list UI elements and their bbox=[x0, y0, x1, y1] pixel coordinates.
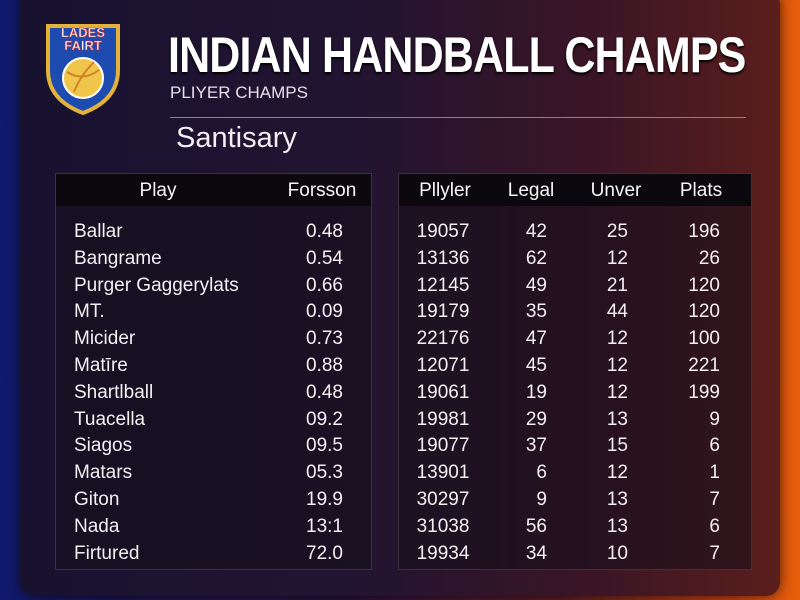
table-cell: Nada bbox=[74, 515, 120, 537]
table-cell: 19061 bbox=[416, 381, 470, 403]
table-cell: 72.0 bbox=[306, 542, 343, 564]
table-cell: 19057 bbox=[416, 221, 470, 242]
table-cell: 34 bbox=[525, 542, 547, 564]
table-cell: 12 bbox=[606, 247, 628, 269]
logo-ball-lines bbox=[66, 61, 100, 93]
table-cell: Matīre bbox=[74, 355, 128, 376]
table-cell: 7 bbox=[709, 542, 720, 564]
divider bbox=[170, 117, 746, 118]
table-header bbox=[399, 174, 751, 206]
column-header: Forsson bbox=[287, 180, 357, 201]
table-cell: 56 bbox=[525, 515, 547, 537]
table-cell: 09.5 bbox=[306, 435, 343, 457]
table-cell: 221 bbox=[688, 355, 720, 376]
table-cell: 30297 bbox=[416, 489, 470, 510]
table-cell: 19981 bbox=[416, 408, 470, 430]
table-cell: 25 bbox=[606, 221, 628, 242]
column-header: Pllyler bbox=[419, 180, 471, 201]
table-cell: 9 bbox=[709, 408, 720, 430]
table-cell: 37 bbox=[525, 435, 547, 457]
table-cell: 1 bbox=[709, 462, 720, 484]
table-cell: Firtured bbox=[74, 542, 140, 564]
table-cell: 13 bbox=[606, 515, 628, 537]
table-cell: 120 bbox=[688, 301, 720, 323]
table-cell: 12 bbox=[606, 355, 628, 376]
table-cell: 12 bbox=[606, 381, 628, 403]
table-cell: Siagos bbox=[74, 435, 133, 457]
table-cell: 12145 bbox=[416, 274, 470, 296]
table-cell: 0.73 bbox=[306, 328, 343, 350]
right-table: Pllyler Legal Unver Plats 19057 42 25 196 13136 6… bbox=[398, 173, 752, 570]
table-cell: Micider bbox=[74, 328, 136, 350]
table-cell: 19 bbox=[525, 381, 547, 403]
table-cell: 0.48 bbox=[306, 221, 343, 242]
table-cell: 0.54 bbox=[306, 247, 343, 269]
column-header: Play bbox=[139, 180, 177, 201]
table-cell: 19179 bbox=[416, 301, 470, 323]
table-cell: 09.2 bbox=[306, 408, 343, 430]
title: INDIAN HANDBALL CHAMPS bbox=[168, 27, 746, 83]
table-cell: 9 bbox=[536, 489, 547, 510]
table-cell: 21 bbox=[606, 274, 628, 296]
table-cell: 35 bbox=[525, 301, 547, 323]
table-cell: 196 bbox=[688, 221, 720, 242]
logo: LADES FAIRT bbox=[46, 24, 120, 116]
table-cell: 19934 bbox=[416, 542, 470, 564]
table-cell: 19.9 bbox=[306, 489, 343, 510]
column-header: Unver bbox=[590, 180, 642, 201]
table-cell: 0.66 bbox=[306, 274, 343, 296]
table-cell: Bangrame bbox=[74, 247, 162, 269]
table-cell: 6 bbox=[709, 515, 720, 537]
column-header: Legal bbox=[507, 180, 555, 201]
table-cell: 44 bbox=[606, 301, 628, 323]
table-cell: 15 bbox=[606, 435, 628, 457]
table-cell: 13136 bbox=[416, 247, 470, 269]
column-header: Plats bbox=[679, 180, 723, 201]
table-cell: 10 bbox=[606, 542, 628, 564]
table-cell: 31038 bbox=[416, 515, 470, 537]
table-cell: 6 bbox=[709, 435, 720, 457]
table-cell: 12071 bbox=[416, 355, 470, 376]
table-cell: 13901 bbox=[416, 462, 470, 484]
table-cell: MT. bbox=[74, 301, 105, 323]
table-cell: Tuacella bbox=[74, 408, 146, 430]
table-cell: 199 bbox=[688, 381, 720, 403]
table-cell: 47 bbox=[525, 328, 547, 350]
table-cell: 45 bbox=[525, 355, 547, 376]
table-cell: 05.3 bbox=[306, 462, 343, 484]
table-cell: Shartlball bbox=[74, 381, 154, 403]
table-header bbox=[56, 174, 371, 206]
table-cell: 13 bbox=[606, 489, 628, 510]
table-cell: 42 bbox=[525, 221, 547, 242]
table-cell: 29 bbox=[525, 408, 547, 430]
table-cell: 0.88 bbox=[306, 355, 343, 376]
table-cell: Matars bbox=[74, 462, 133, 484]
table-cell: Giton bbox=[74, 489, 120, 510]
table-cell: 0.09 bbox=[306, 301, 343, 323]
left-table: Play Forsson Ballar 0.48 Bangrame 0.54 Purger … bbox=[55, 173, 372, 570]
table-cell: Purger Gaggerylats bbox=[74, 274, 239, 296]
logo-text: FAIRT bbox=[64, 38, 102, 53]
logo-text: LADES bbox=[61, 25, 105, 40]
table-cell: 13:1 bbox=[306, 515, 343, 537]
table-cell: 12 bbox=[606, 328, 628, 350]
table-cell: 100 bbox=[688, 328, 720, 350]
section-title: Santisary bbox=[176, 122, 297, 154]
subtitle: PLIYER CHAMPS bbox=[170, 83, 308, 102]
table-cell: 7 bbox=[709, 489, 720, 510]
table-cell: 13 bbox=[606, 408, 628, 430]
logo-ball bbox=[62, 57, 104, 99]
table-cell: 0.48 bbox=[306, 381, 343, 403]
table-cell: 12 bbox=[606, 462, 628, 484]
table-cell: Ballar bbox=[74, 221, 123, 242]
table-cell: 22176 bbox=[416, 328, 470, 350]
table-cell: 26 bbox=[698, 247, 720, 269]
table-cell: 62 bbox=[525, 247, 547, 269]
table-cell: 6 bbox=[536, 462, 547, 484]
table-cell: 19077 bbox=[416, 435, 470, 457]
table-cell: 49 bbox=[525, 274, 547, 296]
table-cell: 120 bbox=[688, 274, 720, 296]
